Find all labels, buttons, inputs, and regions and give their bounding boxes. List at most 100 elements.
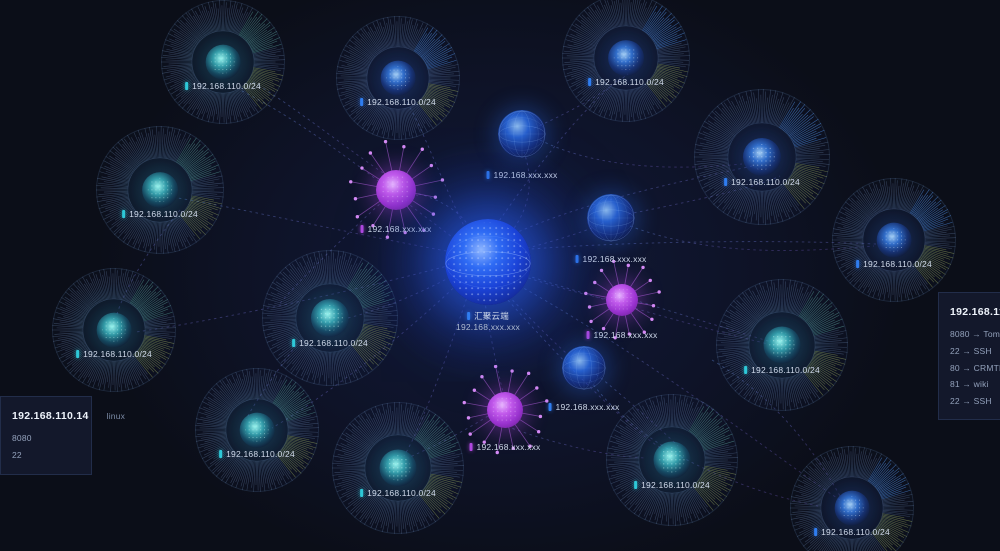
cluster-spokes <box>336 16 460 140</box>
cluster-label: 192.168.110.0/24 <box>76 349 152 359</box>
cluster-marker-icon <box>588 78 592 87</box>
purple-node-label: 192.168.xxx.xxx <box>586 330 658 340</box>
cluster-label: 192.168.110.0/24 <box>360 97 436 107</box>
tooltip-right-port-row: 81 → wiki <box>950 379 989 390</box>
host-detail-tooltip-left[interactable]: 192.168.110.14 linux 8080 22 <box>0 396 125 475</box>
cluster-core <box>653 441 691 479</box>
purple-node-spokes <box>349 140 445 239</box>
tooltip-left-port-row: 8080 <box>12 433 32 444</box>
cluster-spokes <box>694 89 830 225</box>
cluster-label-text: 192.168.110.0/24 <box>367 96 436 107</box>
tooltip-left-ip: 192.168.110.14 <box>12 410 89 422</box>
cluster-marker-icon <box>814 527 818 536</box>
purple-node-dots <box>609 287 635 313</box>
tooltip-left-port-row: 22 <box>12 450 22 461</box>
cluster-core <box>239 412 275 448</box>
globe-node-sphere <box>587 194 635 242</box>
cluster-spokes <box>161 0 285 124</box>
purple-node-marker-icon <box>586 331 590 339</box>
tooltip-right-header: 192.168.110.14 <box>950 302 1000 322</box>
tooltip-left-os: linux <box>106 411 126 421</box>
purple-node-spokes <box>462 365 549 455</box>
purple-node-label-text: 192.168.xxx.xxx <box>476 442 541 452</box>
cluster-core-dots <box>245 418 269 442</box>
cluster-core <box>379 449 417 487</box>
cluster-marker-icon <box>360 97 364 106</box>
cluster-marker-icon <box>122 210 126 219</box>
cluster-label-text: 192.168.110.0/24 <box>731 177 800 188</box>
cluster-marker-icon <box>219 449 223 458</box>
globe-wireframe <box>498 110 546 158</box>
cluster-label: 192.168.110.0/24 <box>360 488 436 498</box>
globe-node-marker-icon <box>486 171 490 179</box>
tooltip-left-port-list: 8080 22 <box>12 430 80 463</box>
tooltip-right-port-row: 8080 → Tomcat <box>950 329 1000 340</box>
purple-node-label-text: 192.168.xxx.xxx <box>593 330 658 340</box>
cluster-core <box>742 137 782 177</box>
globe-wireframe <box>562 346 606 390</box>
cluster-marker-icon <box>76 349 80 358</box>
cluster-label: 192.168.110.0/24 <box>744 365 820 375</box>
cluster-core-dots <box>317 305 343 331</box>
cluster-spokes <box>606 394 738 526</box>
cluster-label: 192.168.110.0/24 <box>856 259 932 269</box>
purple-node-marker-icon <box>469 443 473 451</box>
globe-node-sphere <box>562 346 606 390</box>
hub-sphere <box>445 219 531 305</box>
hub-name: 汇聚云端 <box>474 311 509 321</box>
cluster-spokes <box>195 368 319 492</box>
cluster-core-dots <box>769 332 795 358</box>
globe-node-label-text: 192.168.xxx.xxx <box>555 402 620 412</box>
cluster-spokes <box>332 402 464 534</box>
globe-node-label: 192.168.xxx.xxx <box>486 170 558 180</box>
cluster-core-dots <box>613 45 639 71</box>
cluster-core-dots <box>882 228 906 252</box>
cluster-core <box>834 490 870 526</box>
tooltip-right-port-row: 80 → CRMTEST <box>950 362 1000 373</box>
globe-node-label: 192.168.xxx.xxx <box>548 402 620 412</box>
cluster-marker-icon <box>360 488 364 497</box>
cluster-label-text: 192.168.110.0/24 <box>821 526 890 537</box>
globe-node-label-text: 192.168.xxx.xxx <box>582 254 647 264</box>
cluster-label: 192.168.110.0/24 <box>219 449 295 459</box>
cluster-label-text: 192.168.110.0/24 <box>299 338 368 349</box>
cluster-label-text: 192.168.110.0/24 <box>226 448 295 459</box>
tooltip-right-port-row: 22 → SSH <box>950 346 992 357</box>
purple-node-dots <box>491 396 519 424</box>
cluster-marker-icon <box>292 339 296 348</box>
cluster-core-dots <box>102 318 126 342</box>
cluster-marker-icon <box>856 259 860 268</box>
cluster-core <box>310 298 350 338</box>
hub-orbit-rings <box>445 235 531 289</box>
cluster-core-dots <box>385 455 411 481</box>
cluster-core <box>608 40 644 76</box>
cluster-core-dots <box>840 496 864 520</box>
cluster-marker-icon <box>724 178 728 187</box>
globe-node-marker-icon <box>548 403 552 411</box>
cluster-label: 192.168.110.0/24 <box>724 177 800 187</box>
hub-label: 汇聚云端 <box>467 310 509 322</box>
cluster-label: 192.168.110.0/24 <box>814 527 890 537</box>
tooltip-right-port-list: 8080 → Tomcat 22 → SSH 80 → CRMTEST 81 → wi… <box>950 326 1000 409</box>
cluster-spokes <box>832 178 956 302</box>
purple-node-label: 192.168.xxx.xxx <box>360 224 432 234</box>
tooltip-right-ip: 192.168.110.14 <box>950 306 1000 318</box>
cluster-label: 192.168.110.0/24 <box>185 81 261 91</box>
cluster-core <box>96 312 132 348</box>
cluster-spokes <box>52 268 176 392</box>
host-detail-tooltip-right[interactable]: 192.168.110.14 8080 → Tomcat 22 → SSH 80 →… <box>938 292 1000 421</box>
purple-node-sphere <box>487 392 523 428</box>
cluster-core <box>763 326 801 364</box>
tooltip-left-header: 192.168.110.14 linux <box>12 406 125 426</box>
hub-marker-icon <box>467 312 471 320</box>
cluster-label-text: 192.168.110.0/24 <box>83 348 152 359</box>
cluster-core-dots <box>386 66 410 90</box>
cluster-core <box>142 172 178 208</box>
cluster-label-text: 192.168.110.0/24 <box>129 209 198 220</box>
cluster-spokes <box>790 446 914 551</box>
cluster-label: 192.168.110.0/24 <box>588 77 664 87</box>
cluster-core <box>205 44 241 80</box>
globe-node-label-text: 192.168.xxx.xxx <box>494 170 558 180</box>
cluster-label-text: 192.168.110.0/24 <box>641 479 710 490</box>
